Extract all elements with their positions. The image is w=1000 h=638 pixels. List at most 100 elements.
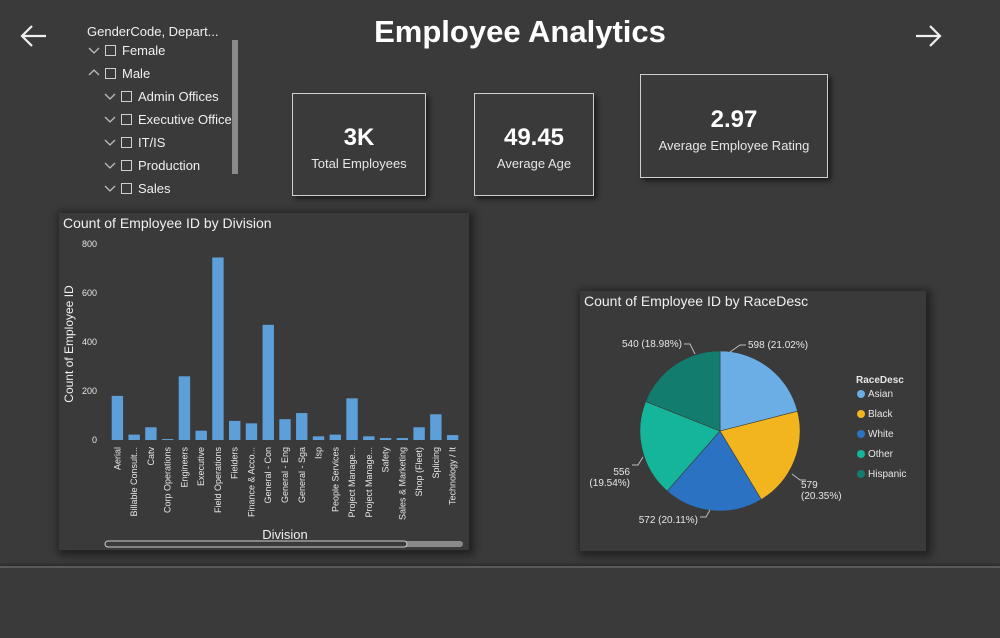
chevron-down-icon[interactable]: [103, 89, 117, 103]
division-bar[interactable]: [329, 434, 341, 440]
bar-x-tick-label: General - Eng: [280, 447, 290, 503]
total-employees-value: 3K: [343, 124, 375, 151]
legend-marker: [857, 390, 865, 398]
slicer-checkbox[interactable]: [121, 159, 132, 171]
division-bar[interactable]: [346, 398, 358, 440]
division-bar[interactable]: [279, 419, 291, 440]
slicer-item-label: Executive Office: [138, 111, 232, 127]
legend-item[interactable]: Other: [868, 449, 894, 460]
slicer-checkbox[interactable]: [105, 44, 116, 56]
pie-slice-hispanic[interactable]: [645, 350, 721, 432]
bar-chart-scroll-thumb[interactable]: [104, 540, 408, 548]
slicer-checkbox[interactable]: [121, 182, 132, 194]
bar-x-tick-label: Billable Consult...: [129, 447, 139, 517]
bar-y-tick-label: 600: [82, 288, 97, 298]
bar-x-tick-label: Project Manage...: [364, 447, 374, 518]
division-bar[interactable]: [245, 423, 258, 440]
total-employees-label: Total Employees: [311, 156, 407, 171]
slicer-item-label: Admin Offices: [138, 88, 219, 104]
race-pie-chart-panel[interactable]: Count of Employee ID by RaceDesc 598 (21…: [580, 291, 926, 551]
chevron-down-icon[interactable]: [103, 135, 117, 149]
division-bar-chart-panel[interactable]: Count of Employee ID by Division 0 200 400…: [59, 213, 469, 550]
division-bar[interactable]: [145, 427, 157, 440]
bar-x-tick-label: Finance & Acco...: [246, 447, 256, 517]
chevron-up-icon[interactable]: [87, 66, 101, 80]
average-rating-card: 2.97 Average Employee Rating: [640, 74, 828, 178]
division-bar[interactable]: [111, 395, 124, 440]
division-bar[interactable]: [296, 413, 308, 440]
legend-item[interactable]: Asian: [868, 389, 893, 400]
bar-x-tick-label: Catv: [146, 447, 156, 466]
bar-y-tick-label: 400: [82, 337, 97, 347]
bar-x-tick-label: General - Con: [263, 447, 273, 504]
division-bar[interactable]: [262, 324, 274, 440]
slicer-item[interactable]: IT/IS: [103, 132, 165, 152]
division-bar[interactable]: [195, 430, 207, 440]
division-bar[interactable]: [379, 438, 392, 440]
slicer-item-label: Male: [122, 65, 151, 81]
division-bar[interactable]: [212, 257, 224, 440]
division-bar[interactable]: [128, 434, 140, 440]
chevron-down-icon[interactable]: [103, 112, 117, 126]
bar-y-tick-label: 0: [92, 435, 97, 445]
back-arrow-icon[interactable]: [18, 20, 50, 52]
division-bar-chart: 0 200 400 600 800 Aerial Billable Consult... C…: [62, 239, 463, 548]
forward-arrow-icon[interactable]: [912, 20, 944, 52]
division-bar[interactable]: [396, 438, 409, 440]
legend-marker: [857, 470, 865, 478]
gender-department-slicer[interactable]: GenderCode, Depart... Female Male Admin Of…: [84, 22, 244, 196]
chevron-down-icon[interactable]: [103, 181, 117, 195]
legend-marker: [857, 410, 865, 418]
pie-data-label: (19.54%): [589, 478, 630, 489]
bar-x-tick-label: Fielders: [230, 447, 240, 480]
slicer-checkbox[interactable]: [121, 136, 132, 148]
pie-leader-line: [632, 456, 644, 466]
division-bar[interactable]: [229, 420, 241, 440]
pie-slice-other[interactable]: [639, 401, 721, 492]
pie-data-label: 540 (18.98%): [622, 339, 682, 350]
bar-x-tick-label: Executive: [196, 447, 206, 486]
slicer-item-label: Sales: [138, 180, 171, 196]
division-bar[interactable]: [178, 376, 191, 440]
slicer-item[interactable]: Executive Office: [103, 109, 232, 129]
slicer-checkbox[interactable]: [121, 90, 132, 102]
pie-data-label: 598 (21.02%): [748, 340, 808, 351]
division-bar[interactable]: [161, 439, 174, 440]
slicer-item-label: Production: [138, 157, 201, 173]
bar-x-tick-label: Shop (Fleet): [414, 447, 424, 497]
bar-x-tick-label: Technology / It: [448, 447, 458, 506]
slicer-checkbox[interactable]: [121, 113, 132, 125]
division-bar[interactable]: [413, 427, 425, 440]
legend-item[interactable]: White: [868, 429, 894, 440]
average-age-value: 49.45: [503, 124, 565, 151]
slicer-item[interactable]: Admin Offices: [103, 86, 219, 106]
pie-legend-title: RaceDesc: [856, 375, 904, 386]
division-bar[interactable]: [312, 436, 325, 440]
slicer-item[interactable]: Sales: [103, 178, 171, 198]
chevron-down-icon[interactable]: [103, 158, 117, 172]
bar-x-tick-label: General - Sga: [297, 447, 307, 503]
slicer-item[interactable]: Male: [87, 63, 150, 83]
slicer-item[interactable]: Female: [87, 40, 165, 60]
race-pie-chart: 598 (21.02%) 579(20.35%) 572 (20.11%) 556(1…: [589, 339, 906, 526]
slicer-checkbox[interactable]: [105, 67, 116, 79]
legend-marker: [857, 430, 865, 438]
division-bar[interactable]: [446, 435, 459, 440]
bar-x-tick-label: Project Manage...: [347, 447, 357, 518]
bar-x-tick-label: Engineers: [179, 447, 189, 488]
slicer-scrollbar[interactable]: [232, 40, 238, 174]
bar-x-tick-label: Field Operations: [213, 447, 223, 514]
bar-x-tick-label: Splicing: [431, 447, 441, 479]
pie-slice-black[interactable]: [719, 410, 801, 500]
division-bar[interactable]: [363, 436, 375, 440]
legend-item[interactable]: Hispanic: [868, 469, 906, 480]
slicer-item[interactable]: Production: [103, 155, 200, 175]
chevron-down-icon[interactable]: [87, 43, 101, 57]
pie-slice-white[interactable]: [666, 430, 762, 512]
total-employees-card: 3K Total Employees: [292, 93, 426, 196]
pie-slice-asian[interactable]: [719, 350, 798, 432]
bar-x-tick-label: Safety: [381, 447, 391, 473]
bar-x-tick-label: Corp Operations: [163, 447, 173, 514]
division-bar[interactable]: [430, 414, 442, 440]
legend-item[interactable]: Black: [868, 409, 893, 420]
